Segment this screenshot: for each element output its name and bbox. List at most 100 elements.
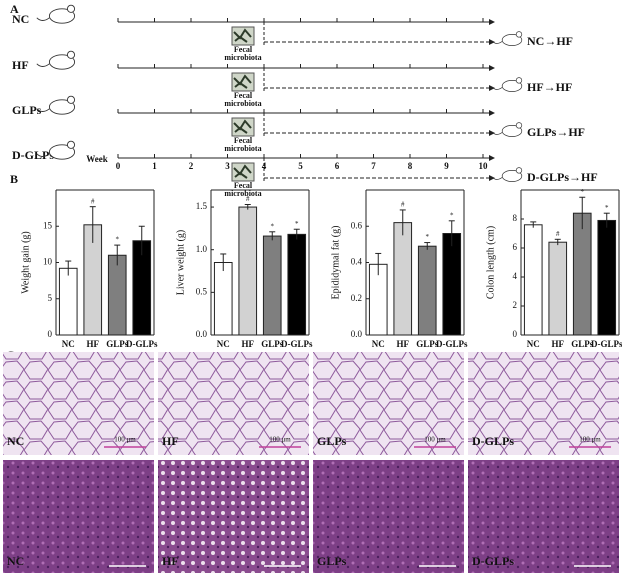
bar bbox=[597, 219, 617, 336]
mouse-icon bbox=[492, 31, 523, 46]
x-tick-label: D-GLPs bbox=[126, 339, 158, 349]
fecal-texture bbox=[233, 119, 252, 134]
fecal-icon bbox=[231, 72, 255, 92]
mouse-ear bbox=[515, 77, 523, 84]
group-label: D-GLPs bbox=[12, 148, 54, 162]
fecal-label: microbiota bbox=[224, 144, 261, 153]
mouse-body bbox=[48, 8, 76, 24]
arrowhead bbox=[489, 175, 495, 181]
x-tick-label: GLPs bbox=[261, 339, 284, 349]
mouse-icon bbox=[492, 167, 523, 182]
week-tick-label: 2 bbox=[189, 161, 194, 171]
image-label: HF bbox=[162, 554, 179, 568]
week-tick-label: 6 bbox=[335, 161, 340, 171]
fecal-label: Fecal bbox=[234, 181, 253, 190]
y-tick-label: 4 bbox=[513, 271, 518, 281]
significance-mark: * bbox=[295, 220, 299, 228]
week-tick-label: 0 bbox=[116, 161, 121, 171]
scale-label: 100 μm bbox=[114, 436, 136, 444]
week-tick-label: 4 bbox=[262, 161, 267, 171]
fecal-icon bbox=[231, 162, 255, 182]
significance-mark: * bbox=[450, 211, 454, 219]
significance-mark: # bbox=[556, 230, 560, 238]
arrowhead bbox=[489, 39, 495, 45]
y-tick-label: 0.5 bbox=[196, 286, 208, 296]
y-tick-label: 1.0 bbox=[196, 244, 208, 254]
transfer-label: HF→HF bbox=[527, 80, 572, 94]
fecal-label: microbiota bbox=[224, 99, 261, 108]
image-label: D-GLPs bbox=[472, 434, 514, 448]
mouse-ear bbox=[66, 95, 76, 104]
y-axis-label: Liver weight (g) bbox=[175, 230, 186, 296]
significance-mark: * bbox=[426, 233, 430, 241]
significance-mark: # bbox=[401, 201, 405, 209]
fecal-label: Fecal bbox=[234, 91, 253, 100]
significance-mark: * bbox=[581, 188, 585, 196]
mouse-tail bbox=[36, 108, 50, 112]
mouse-icon bbox=[492, 122, 523, 137]
bar bbox=[572, 212, 592, 336]
mouse-ear bbox=[515, 122, 523, 129]
bar bbox=[442, 233, 462, 336]
y-axis-label: Epididymal fat (g) bbox=[330, 226, 341, 300]
y-tick-label: 6 bbox=[513, 242, 518, 252]
y-tick-label: 8 bbox=[513, 213, 518, 223]
bar bbox=[548, 241, 568, 336]
mouse-icon bbox=[492, 77, 523, 92]
image-label: HF bbox=[162, 434, 179, 448]
y-tick-label: 10 bbox=[43, 257, 53, 267]
panel-letter: B bbox=[10, 172, 18, 186]
mouse-icon bbox=[36, 50, 76, 70]
mouse-icon bbox=[36, 95, 76, 115]
mouse-body bbox=[48, 99, 76, 115]
bar bbox=[393, 222, 413, 336]
y-axis-label: Weight gain (g) bbox=[20, 231, 31, 294]
mouse-tail bbox=[492, 87, 503, 90]
mouse-icon bbox=[36, 140, 76, 160]
mouse-ear bbox=[515, 31, 523, 38]
week-tick-label: 3 bbox=[225, 161, 230, 171]
y-tick-label: 0.6 bbox=[351, 220, 363, 230]
histology-image-liver bbox=[3, 460, 154, 573]
significance-mark: * bbox=[605, 204, 609, 212]
y-axis-label: Colon length (cm) bbox=[485, 226, 496, 299]
week-tick-label: 9 bbox=[444, 161, 449, 171]
mouse-ear bbox=[66, 140, 76, 149]
image-label: NC bbox=[7, 434, 24, 448]
x-tick-label: D-GLPs bbox=[436, 339, 468, 349]
bar bbox=[107, 254, 127, 336]
y-tick-label: 5 bbox=[48, 293, 53, 303]
week-tick-label: 1 bbox=[152, 161, 157, 171]
y-tick-label: 0.4 bbox=[351, 257, 363, 267]
mouse-tail bbox=[36, 153, 50, 157]
significance-mark: * bbox=[271, 222, 275, 230]
significance-mark: # bbox=[91, 197, 95, 205]
fecal-label: microbiota bbox=[224, 53, 261, 62]
bar bbox=[213, 262, 233, 336]
x-tick-label: HF bbox=[552, 339, 565, 349]
week-tick-label: 10 bbox=[479, 161, 489, 171]
bar bbox=[262, 235, 282, 336]
x-tick-label: NC bbox=[217, 339, 230, 349]
group-label: HF bbox=[12, 58, 29, 72]
histology-image-fat bbox=[3, 352, 154, 455]
fecal-box bbox=[231, 117, 255, 137]
scale-label: 100 μm bbox=[269, 436, 291, 444]
y-tick-label: 1.5 bbox=[196, 201, 208, 211]
group-label: GLPs bbox=[12, 103, 42, 117]
x-tick-label: D-GLPs bbox=[591, 339, 622, 349]
fecal-label: Fecal bbox=[234, 45, 253, 54]
week-tick-label: 5 bbox=[298, 161, 303, 171]
scale-label: 100 μm bbox=[424, 436, 446, 444]
y-tick-label: 0.0 bbox=[351, 329, 363, 339]
bar bbox=[238, 206, 258, 336]
fecal-texture bbox=[233, 74, 252, 89]
histology-image-liver bbox=[468, 460, 619, 573]
histology-image-liver bbox=[313, 460, 464, 573]
fecal-box bbox=[231, 162, 255, 182]
group-label: NC bbox=[12, 12, 29, 26]
histology-image-fat bbox=[468, 352, 619, 455]
x-tick-label: GLPs bbox=[416, 339, 439, 349]
mouse-tail bbox=[492, 132, 503, 135]
x-tick-label: HF bbox=[397, 339, 410, 349]
